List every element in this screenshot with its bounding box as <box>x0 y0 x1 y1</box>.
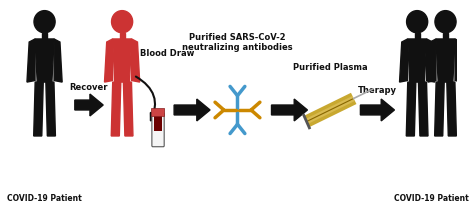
Polygon shape <box>132 39 140 82</box>
FancyBboxPatch shape <box>151 108 164 117</box>
Polygon shape <box>435 82 444 136</box>
Text: Purified SARS-CoV-2
neutralizing antibodies: Purified SARS-CoV-2 neutralizing antibod… <box>182 33 293 52</box>
Polygon shape <box>75 94 103 116</box>
Circle shape <box>407 11 428 33</box>
Polygon shape <box>174 99 210 121</box>
FancyBboxPatch shape <box>152 113 164 147</box>
Polygon shape <box>27 39 35 82</box>
Polygon shape <box>406 82 416 136</box>
Polygon shape <box>123 82 133 136</box>
Polygon shape <box>408 39 427 82</box>
Text: COVID-19 Patient: COVID-19 Patient <box>7 194 82 203</box>
FancyBboxPatch shape <box>42 33 47 39</box>
Text: Purified Plasma: Purified Plasma <box>293 63 367 72</box>
Polygon shape <box>400 39 408 82</box>
FancyBboxPatch shape <box>119 33 125 39</box>
Polygon shape <box>111 82 121 136</box>
Circle shape <box>111 11 133 33</box>
Polygon shape <box>360 99 394 121</box>
Polygon shape <box>54 39 62 82</box>
Polygon shape <box>436 39 455 82</box>
Polygon shape <box>427 39 435 82</box>
Text: Therapy: Therapy <box>358 86 397 95</box>
Polygon shape <box>34 82 43 136</box>
Polygon shape <box>419 82 428 136</box>
Polygon shape <box>447 82 456 136</box>
Polygon shape <box>272 99 308 121</box>
Polygon shape <box>35 39 54 82</box>
Polygon shape <box>46 82 55 136</box>
Polygon shape <box>104 39 112 82</box>
Text: Blood Draw: Blood Draw <box>140 49 195 58</box>
FancyBboxPatch shape <box>415 33 419 39</box>
Polygon shape <box>428 39 436 82</box>
Text: COVID-19 Patient: COVID-19 Patient <box>394 194 469 203</box>
Circle shape <box>435 11 456 33</box>
FancyBboxPatch shape <box>154 115 162 131</box>
Polygon shape <box>112 39 132 82</box>
FancyBboxPatch shape <box>443 33 448 39</box>
Polygon shape <box>455 39 463 82</box>
Circle shape <box>34 11 55 33</box>
Text: Recover: Recover <box>70 83 108 92</box>
